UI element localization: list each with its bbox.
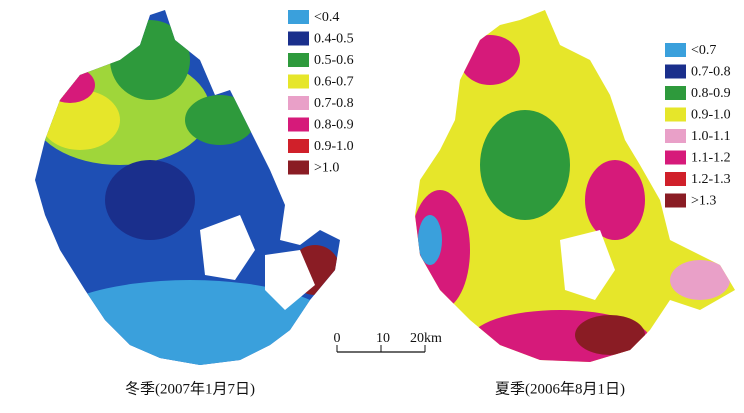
- legend-swatch: [288, 75, 309, 89]
- legend-label: 0.4-0.5: [314, 32, 354, 47]
- legend-label: 0.7-0.8: [314, 96, 354, 111]
- legend-swatch: [665, 43, 686, 57]
- legend-label: 0.7-0.8: [691, 65, 731, 80]
- legend-swatch: [288, 32, 309, 46]
- scale-bar: 0 10 20km: [334, 331, 443, 352]
- legend-label: 0.9-1.0: [314, 139, 354, 154]
- legend-label: 1.2-1.3: [691, 172, 731, 187]
- legend-label: >1.3: [691, 194, 716, 209]
- scale-label: 20km: [410, 331, 442, 346]
- legend-swatch: [665, 129, 686, 143]
- legend-label: <0.4: [314, 10, 339, 25]
- figure: 0 10 20km 冬季(2007年1月7日) 夏季(2006年8月1日) <0…: [0, 0, 744, 408]
- legend-swatch: [288, 161, 309, 175]
- legend-swatch: [665, 108, 686, 122]
- legend-label: 0.9-1.0: [691, 108, 731, 123]
- page: {"left_map": {"caption": "冬季(2007年1月7日)"…: [0, 0, 744, 408]
- legend-swatch: [665, 151, 686, 165]
- legend-label: <0.7: [691, 43, 716, 58]
- scale-label: 10: [376, 331, 390, 346]
- legend-label: 0.8-0.9: [314, 118, 354, 133]
- legend-swatch: [288, 10, 309, 24]
- legend-swatch: [288, 139, 309, 153]
- caption: 冬季(2007年1月7日): [125, 380, 255, 397]
- legend-label: >1.0: [314, 161, 339, 176]
- legend-swatch: [665, 172, 686, 186]
- legend-label: 0.5-0.6: [314, 53, 354, 68]
- scale-label: 0: [334, 331, 341, 346]
- legend-swatch: [665, 65, 686, 79]
- legend-swatch: [288, 96, 309, 110]
- legend-label: 1.1-1.2: [691, 151, 731, 166]
- caption: 夏季(2006年8月1日): [495, 380, 625, 397]
- legend-swatch: [288, 53, 309, 67]
- legend-swatch: [665, 86, 686, 100]
- legend-label: 1.0-1.1: [691, 129, 731, 144]
- legend-label: 0.6-0.7: [314, 75, 354, 90]
- legend-swatch: [665, 194, 686, 208]
- legend-swatch: [288, 118, 309, 132]
- legend-label: 0.8-0.9: [691, 86, 731, 101]
